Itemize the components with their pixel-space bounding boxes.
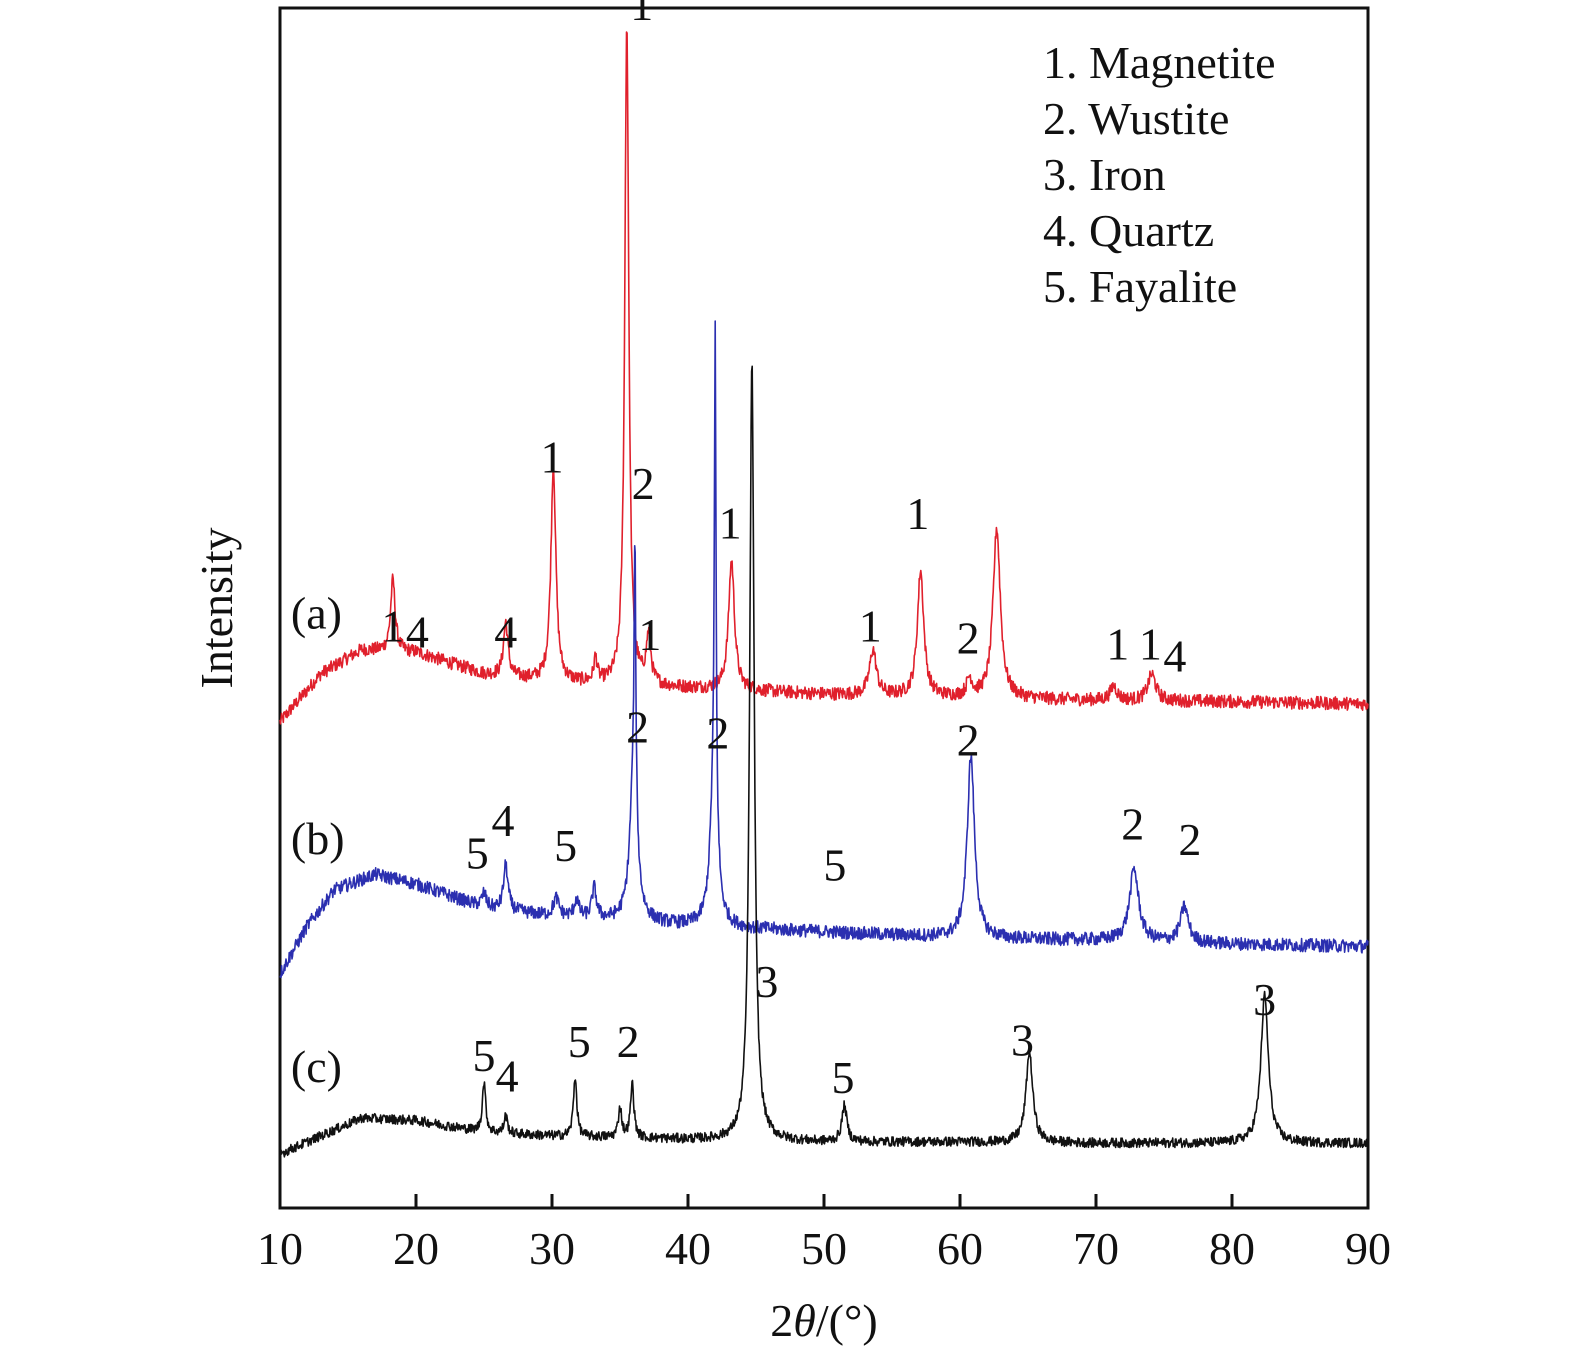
peak-label: 2 [1121,799,1144,850]
series-layer [279,31,1369,1158]
peak-label: 1 [859,601,882,652]
peak-label: 1 [906,488,929,539]
peak-label: 1 [541,431,564,482]
peak-label: 1 [1106,619,1129,670]
legend-entry-quartz: 4. Quartz [1043,205,1214,256]
legend-entry-iron: 3. Iron [1043,149,1166,200]
peak-label: 5 [832,1052,855,1103]
peak-label: 1 [719,497,742,548]
peak-label: 2 [1178,814,1201,865]
x-axis-title: 2θ/(°) [770,1295,877,1346]
x-tick-label: 50 [801,1223,847,1274]
series-line-c [279,365,1369,1158]
peak-label: 5 [473,1030,496,1081]
series-label: (a) [291,587,342,638]
peak-label: 5 [554,820,577,871]
legend-entry-wustite: 2. Wustite [1043,93,1229,144]
trace-labels: (a) (b) (c) [291,587,345,1092]
peak-label: 4 [406,607,429,658]
peak-label: 2 [632,458,655,509]
peak-label: 5 [466,827,489,878]
x-axis-title-prefix: 2 [770,1295,793,1346]
legend-entry-magnetite: 1. Magnetite [1043,37,1276,88]
x-tick-label: 80 [1209,1223,1255,1274]
peak-label: 4 [1163,631,1186,682]
legend: 1. Magnetite 2. Wustite 3. Iron 4. Quart… [1043,37,1276,312]
peak-label: 1 [381,601,404,652]
peak-label: 2 [957,613,980,664]
x-tick-label: 60 [937,1223,983,1274]
peak-label: 2 [957,715,980,766]
peak-label: 4 [492,795,515,846]
series-line-a [279,31,1369,725]
peak-label: 5 [823,839,846,890]
y-axis-title: Intensity [191,528,242,689]
peak-label: 1 [630,0,653,30]
peak-label: 3 [1253,974,1276,1025]
peak-label: 2 [706,707,729,758]
legend-entry-fayalite: 5. Fayalite [1043,261,1237,312]
x-tick-label: 10 [257,1223,303,1274]
peak-label: 4 [494,607,517,658]
x-axis: 10 20 30 40 50 60 70 80 90 [257,1194,1391,1274]
plot-frame [278,6,1370,1210]
x-tick-label: 20 [393,1223,439,1274]
x-tick-label: 40 [665,1223,711,1274]
peak-label: 4 [496,1051,519,1102]
x-tick-label: 70 [1073,1223,1119,1274]
peak-label: 3 [1011,1015,1034,1066]
peak-label: 3 [755,956,778,1007]
peak-label: 1 [1139,619,1162,670]
x-tick-label: 90 [1345,1223,1391,1274]
peak-label: 2 [626,701,649,752]
peak-label: 5 [568,1016,591,1067]
peak-label: 2 [617,1016,640,1067]
x-axis-title-symbol: θ [793,1295,816,1346]
series-line-b [279,320,1369,979]
series-label: (b) [291,813,345,864]
peak-label: 1 [638,609,661,660]
x-tick-label: 30 [529,1223,575,1274]
x-axis-title-suffix: /(°) [816,1295,878,1346]
series-label: (c) [291,1041,342,1092]
